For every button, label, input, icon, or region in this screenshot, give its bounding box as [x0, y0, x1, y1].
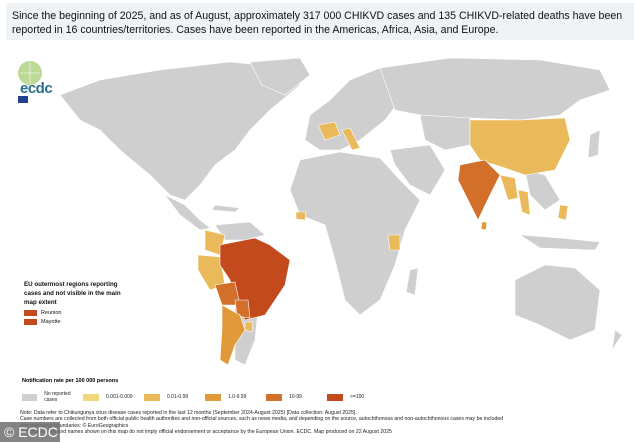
central-america [164, 194, 211, 231]
note-line: Note: Data refer to Chikungunya virus di… [20, 410, 357, 416]
australia [514, 264, 601, 341]
country-thailand [517, 189, 531, 216]
legend-label: 0.01-0.99 [167, 394, 189, 400]
note-line: The boundaries and names shown on this m… [20, 428, 392, 435]
legend-item: 0.01-0.99 [144, 391, 205, 403]
russia-asia [379, 57, 611, 121]
summary-text: Since the beginning of 2025, and as of A… [12, 10, 623, 36]
new-zealand [611, 329, 623, 351]
country-uruguay [244, 321, 254, 333]
image-credit: © ECDC [0, 422, 60, 442]
world-map [59, 57, 623, 366]
caribbean [211, 204, 241, 213]
country-france [317, 121, 341, 141]
country-paraguay [234, 299, 251, 319]
central-asia [419, 114, 471, 151]
japan [587, 129, 601, 159]
legend-swatch [144, 393, 160, 401]
eu-region-mayotte: Mayotte [24, 319, 134, 325]
country-china [469, 117, 571, 176]
legend: No reported cases 0.001-0.009 0.01-0.99 … [22, 391, 388, 403]
north-america [59, 61, 301, 201]
legend-label: 0.001-0.009 [106, 394, 133, 400]
legend-item: >=100 [327, 391, 388, 403]
legend-swatch [22, 393, 38, 401]
summary-banner: Since the beginning of 2025, and as of A… [6, 3, 634, 40]
eu-outermost-regions: EU outermost regions reporting cases and… [24, 280, 134, 325]
legend-swatch [327, 393, 343, 401]
africa [289, 151, 421, 316]
eu-flag-icon [18, 96, 28, 103]
legend-swatch [205, 393, 221, 401]
middle-east [389, 144, 446, 196]
mayotte-swatch [24, 319, 37, 325]
note-line: Case numbers are collected from both off… [20, 416, 504, 423]
reunion-label: Reunion [41, 310, 62, 316]
legend-swatch [83, 393, 99, 401]
ecdc-logo [8, 58, 53, 103]
indonesia [519, 234, 601, 251]
country-kenya [387, 234, 401, 251]
legend-item: 10-99 [266, 391, 327, 403]
mayotte-label: Mayotte [41, 319, 61, 325]
legend-item: 1.0-9.99 [205, 391, 266, 403]
country-argentina [219, 304, 246, 366]
country-sri-lanka [480, 221, 488, 231]
legend-label: 10-99 [289, 394, 302, 400]
legend-swatch [266, 393, 282, 401]
madagascar [405, 267, 419, 296]
country-brazil [219, 237, 291, 321]
southeast-asia [524, 169, 561, 211]
greenland [249, 57, 311, 96]
country-india [457, 159, 501, 221]
map-notes: Note: Data refer to Chikungunya virus di… [20, 410, 630, 435]
eu-regions-title: EU outermost regions reporting cases and… [24, 281, 121, 306]
legend-label: >=100 [350, 394, 365, 400]
ecdc-logo-text: ecdc [20, 80, 53, 97]
legend-label: No reported cases [44, 391, 71, 403]
country-bangladesh-myanmar [499, 174, 519, 201]
note-line: Administrative boundaries: © EuroGeograp… [20, 422, 129, 429]
legend-item: 0.001-0.009 [83, 391, 144, 403]
eu-region-reunion: Reunion [24, 310, 134, 316]
country-senegal [295, 211, 307, 221]
ecdc-globe-icon [18, 61, 42, 85]
legend-label: 1.0-9.99 [228, 394, 247, 400]
country-philippines [557, 204, 569, 221]
legend-item: No reported cases [22, 391, 83, 403]
reunion-swatch [24, 310, 37, 316]
legend-title: Notification rate per 100 000 persons [22, 378, 119, 384]
country-italy [341, 127, 361, 151]
